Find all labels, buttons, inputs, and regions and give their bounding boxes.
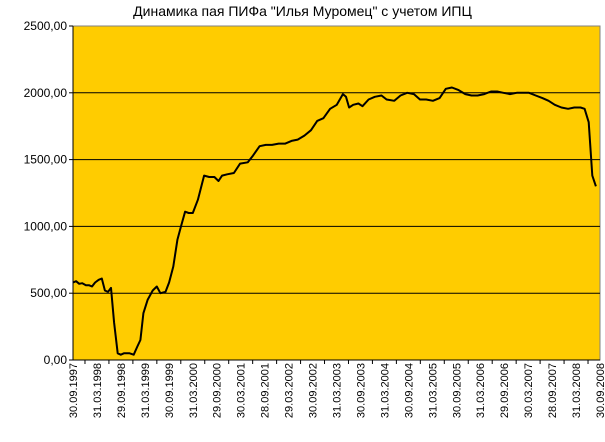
x-tick-label: 30.09.2003 [355,363,367,418]
x-tick-label: 30.09.2002 [308,363,320,418]
plot-area [72,25,601,361]
y-tick-label: 1000,00 [24,219,68,233]
x-tick-label: 31.03.1999 [140,363,152,418]
x-tick-label: 31.03.2008 [571,363,583,418]
y-tick-label: 1500,00 [24,153,68,167]
x-tick-label: 30.09.2004 [403,363,415,418]
x-tick-label: 31.03.1998 [92,363,104,418]
x-tick-label: 28.09.2007 [547,363,559,418]
x-tick-label: 30.09.2008 [595,363,605,418]
y-tick-label: 500,00 [30,286,67,300]
series-line-0 [72,86,597,356]
chart-title: Динамика пая ПИФа "Илья Муромец" с учето… [133,3,472,19]
x-tick-label: 29.09.2000 [212,363,224,418]
x-tick-label: 31.03.2006 [475,363,487,418]
x-tick-label: 30.03.2001 [236,363,248,418]
x-tick-label: 28.09.2001 [260,363,272,418]
x-tick-label: 29.09.1998 [116,363,128,418]
x-tick-label: 30.03.2007 [523,363,535,418]
y-axis: 0,00 500,00 1000,00 1500,00 2000,00 2500,00 [24,19,74,367]
x-tick-label: 29.09.2006 [499,363,511,418]
series-layer [72,86,597,356]
x-tick-label: 31.03.2000 [188,363,200,418]
x-tick-label: 31.03.2004 [379,363,391,418]
x-axis: 30.09.1997 31.03.1998 29.09.1998 31.03.1999… [68,359,605,418]
y-tick-label: 2500,00 [24,19,68,33]
x-tick-label: 29.03.2002 [284,363,296,418]
y-tick-label: 2000,00 [24,86,68,100]
x-tick-label: 30.09.1999 [164,363,176,418]
y-tick-label: 0,00 [44,353,68,367]
x-tick-label: 31.03.2003 [332,363,344,418]
x-tick-label: 30.09.2005 [451,363,463,418]
x-tick-label: 30.09.1997 [68,363,80,418]
x-tick-label: 31.03.2005 [427,363,439,418]
